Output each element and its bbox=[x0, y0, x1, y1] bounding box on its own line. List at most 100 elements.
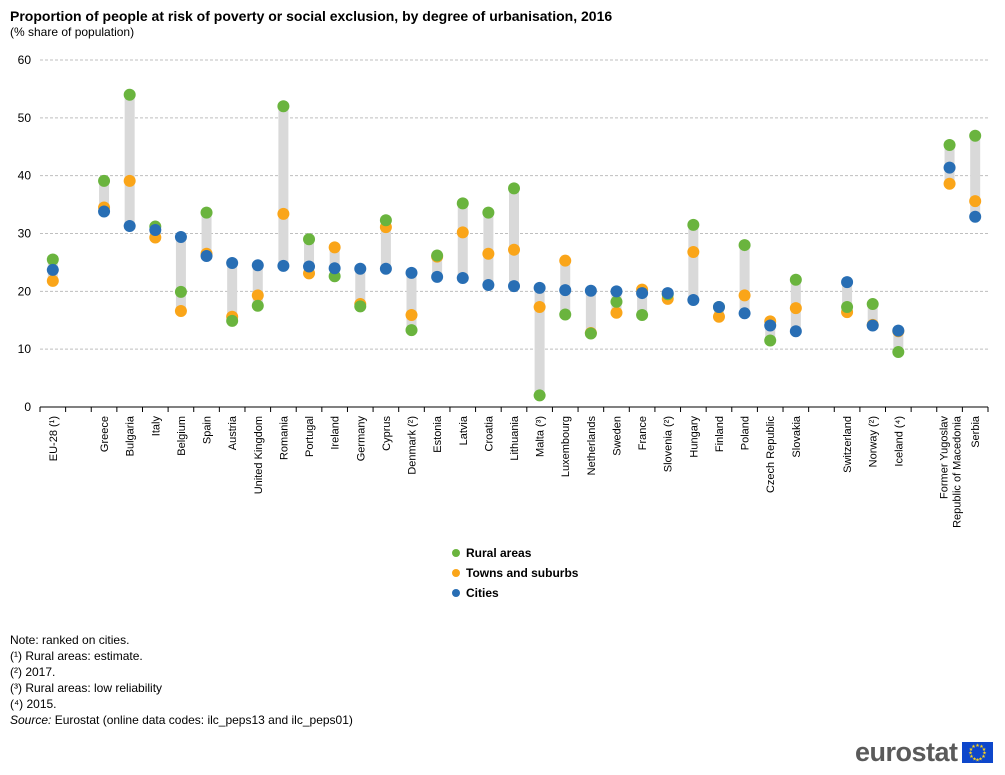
chart-title: Proportion of people at risk of poverty … bbox=[10, 8, 613, 24]
cities-point bbox=[405, 266, 418, 279]
towns-point bbox=[508, 243, 520, 256]
x-tick-label: Spain bbox=[202, 416, 214, 444]
towns-point bbox=[943, 177, 956, 190]
rural-point bbox=[610, 295, 623, 308]
svg-text:★: ★ bbox=[971, 744, 976, 750]
x-tick-label: Romania bbox=[278, 415, 290, 460]
x-tick-label: Estonia bbox=[432, 415, 444, 453]
rural-point bbox=[277, 100, 290, 113]
x-tick-label: Portugal bbox=[304, 416, 316, 457]
range-bar bbox=[380, 220, 391, 269]
cities-point bbox=[98, 205, 111, 218]
chart-notes: Note: ranked on cities. (¹) Rural areas:… bbox=[10, 632, 353, 728]
x-tick-label: Iceland (⁴) bbox=[893, 416, 905, 467]
rural-point bbox=[738, 239, 751, 252]
x-tick-label: Latvia bbox=[458, 415, 470, 445]
towns-point bbox=[712, 310, 725, 323]
cities-point bbox=[508, 280, 520, 293]
y-tick-label: 60 bbox=[18, 53, 32, 67]
cities-point bbox=[661, 287, 674, 300]
towns-point bbox=[46, 274, 59, 287]
svg-text:★: ★ bbox=[968, 747, 973, 753]
svg-text:★: ★ bbox=[981, 747, 986, 753]
x-tick-label: Italy bbox=[150, 416, 162, 437]
x-tick-label: Croatia bbox=[483, 415, 495, 451]
y-tick-label: 0 bbox=[24, 400, 31, 414]
rural-point bbox=[789, 273, 802, 286]
cities-point bbox=[226, 256, 239, 269]
legend-marker-cities bbox=[452, 589, 460, 597]
x-tick-label: Cyprus bbox=[381, 416, 393, 451]
x-tick-label: Belgium bbox=[176, 416, 188, 456]
legend-item-cities: Cities bbox=[452, 583, 578, 603]
x-tick-label: Greece bbox=[99, 416, 111, 452]
note-line: (⁴) 2015. bbox=[10, 697, 57, 711]
cities-point bbox=[533, 281, 546, 294]
x-tick-label: Hungary bbox=[688, 416, 700, 458]
svg-text:★: ★ bbox=[981, 754, 986, 760]
rural-point bbox=[687, 218, 700, 231]
svg-text:★: ★ bbox=[972, 757, 977, 763]
rural-point bbox=[98, 174, 111, 187]
cities-point bbox=[482, 278, 495, 291]
x-tick-label: Serbia bbox=[970, 415, 982, 448]
x-tick-label: Slovenia (²) bbox=[663, 416, 675, 472]
range-bar bbox=[457, 203, 468, 279]
x-tick-label: EU-28 (¹) bbox=[48, 416, 60, 461]
svg-text:★: ★ bbox=[975, 758, 980, 764]
cities-point bbox=[277, 259, 290, 272]
rural-point bbox=[764, 334, 777, 347]
note-line: (²) 2017. bbox=[10, 665, 56, 679]
y-tick-label: 20 bbox=[18, 284, 32, 298]
cities-point bbox=[892, 324, 905, 337]
x-tick-label: United Kingdom bbox=[253, 416, 265, 494]
chart-subtitle: (% share of population) bbox=[10, 25, 135, 39]
cities-point bbox=[636, 287, 649, 300]
cities-point bbox=[687, 294, 700, 307]
rural-point bbox=[46, 253, 59, 266]
y-tick-label: 30 bbox=[18, 227, 32, 241]
rural-point bbox=[379, 214, 392, 227]
rural-point bbox=[226, 314, 239, 327]
rural-point bbox=[482, 206, 495, 219]
rural-point bbox=[303, 233, 316, 246]
towns-point bbox=[559, 254, 572, 267]
chart-plot: 0 10 20 30 40 50 60 EU-28 (¹) Greece Bulgaria Ital… bbox=[18, 53, 989, 528]
towns-point bbox=[456, 226, 469, 239]
cities-point bbox=[559, 284, 572, 297]
range-bar bbox=[867, 304, 878, 326]
x-tick-label: Norway (²) bbox=[868, 416, 880, 467]
source-line: Source: Eurostat (online data codes: ilc… bbox=[10, 712, 353, 728]
x-tick-label: Czech Republic bbox=[765, 416, 777, 494]
cities-point bbox=[866, 319, 879, 332]
logo-text: eurostat bbox=[855, 737, 958, 767]
rural-point bbox=[943, 139, 956, 152]
legend-label-towns: Towns and suburbs bbox=[466, 566, 579, 580]
rural-point bbox=[584, 327, 597, 340]
range-bar bbox=[252, 265, 263, 306]
x-tick-label: Ireland bbox=[330, 416, 342, 450]
rural-point bbox=[354, 300, 367, 313]
range-bar bbox=[893, 330, 904, 353]
towns-point bbox=[687, 246, 700, 259]
x-tick-label: France bbox=[637, 416, 649, 450]
x-tick-label: Sweden bbox=[611, 416, 623, 456]
towns-point bbox=[610, 306, 623, 319]
cities-point bbox=[46, 263, 59, 276]
rural-point bbox=[123, 88, 136, 101]
range-bar bbox=[201, 212, 212, 257]
eurostat-logo: eurostat ★ ★ ★ ★ ★ ★ ★ ★ ★ ★ ★ ★ bbox=[855, 737, 993, 768]
range-bar bbox=[99, 180, 110, 212]
cities-point bbox=[841, 276, 854, 289]
range-bar bbox=[688, 224, 699, 301]
rural-point bbox=[533, 389, 546, 402]
x-tick-label: Lithuania bbox=[509, 415, 521, 461]
rural-point bbox=[559, 308, 572, 321]
range-bar bbox=[509, 188, 519, 287]
cities-point bbox=[251, 259, 264, 272]
cities-point bbox=[969, 210, 982, 223]
legend-label-rural: Rural areas bbox=[466, 546, 532, 560]
cities-point bbox=[354, 262, 367, 275]
note-line: Note: ranked on cities. bbox=[10, 633, 130, 647]
legend-marker-rural bbox=[452, 549, 460, 557]
